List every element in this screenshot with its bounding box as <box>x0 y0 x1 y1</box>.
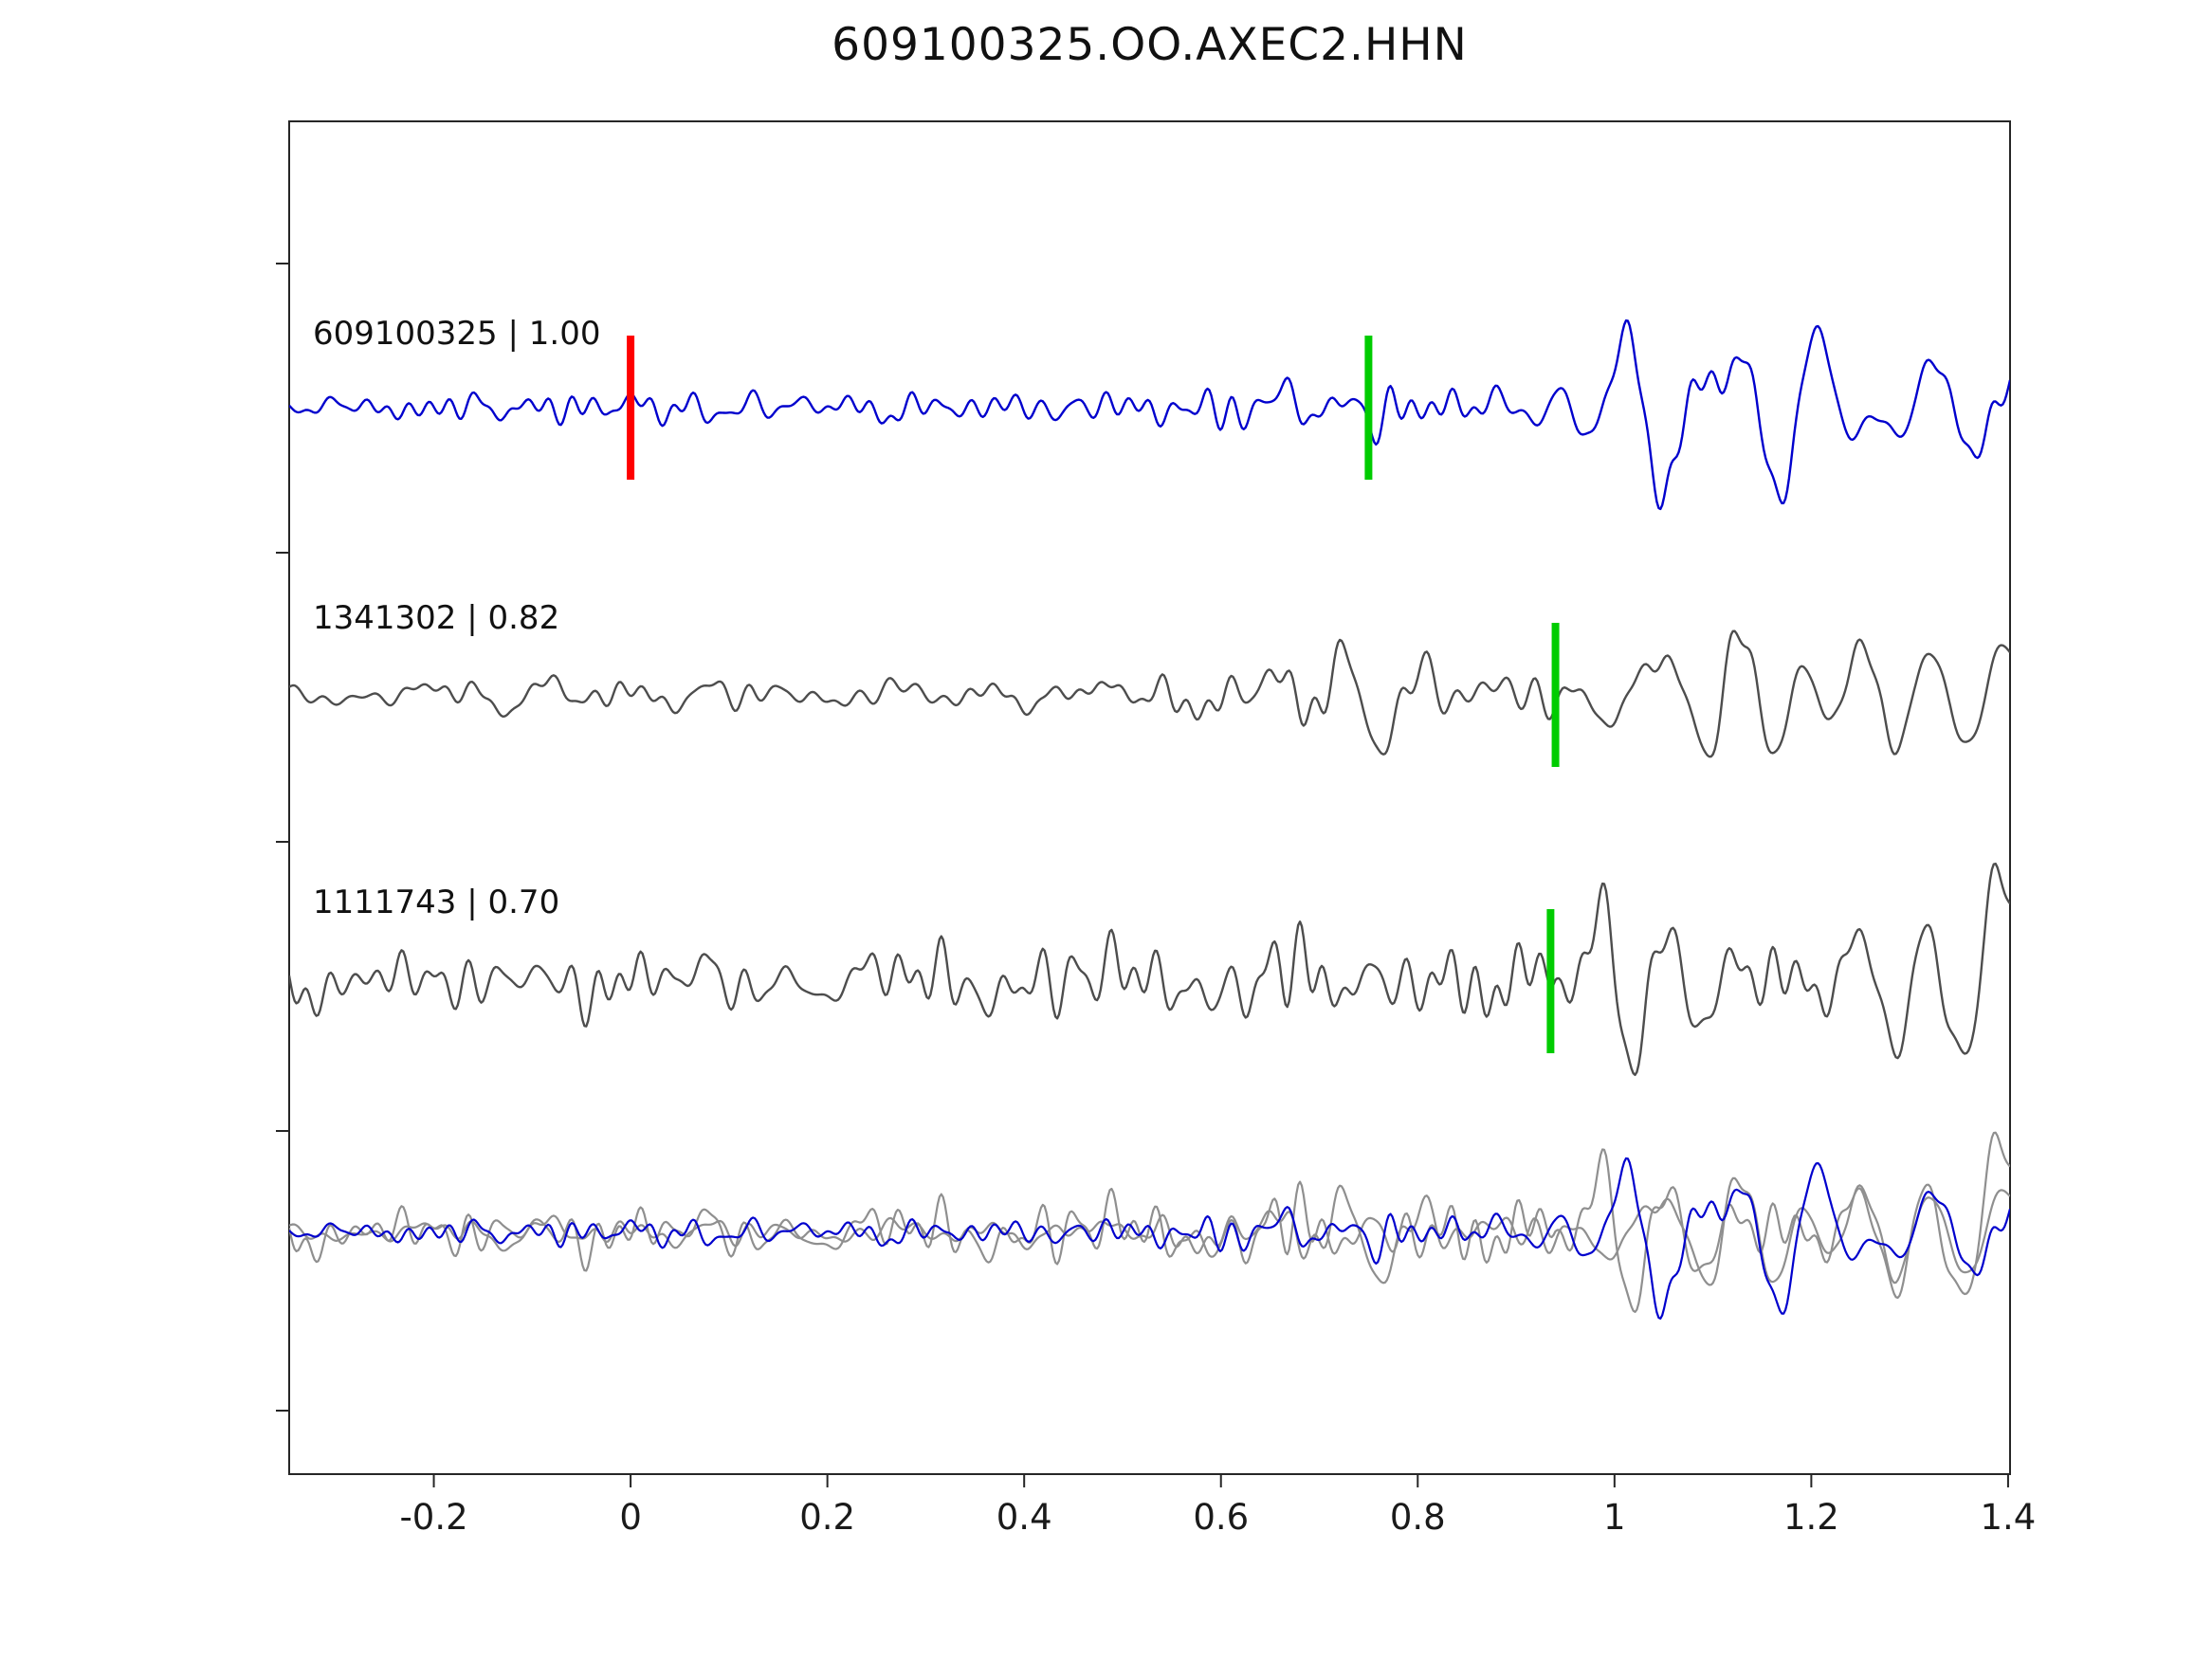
x-tick-label: 1 <box>1603 1497 1626 1538</box>
waveform-609100325 <box>289 319 2010 511</box>
trace-label-candidate-1: 1341302 | 0.82 <box>313 599 560 637</box>
chart-title: 609100325.OO.AXEC2.HHN <box>832 19 1468 71</box>
x-tick-label: 0.4 <box>996 1497 1052 1538</box>
x-tick-label: 0.8 <box>1390 1497 1446 1538</box>
overlay-waveform-1341302 <box>289 1176 2010 1286</box>
trace-label-reference: 609100325 | 1.00 <box>313 315 601 353</box>
waveform-1111743 <box>289 862 2010 1077</box>
x-tick-label: 1.2 <box>1783 1497 1839 1538</box>
x-tick-label: 1.4 <box>1981 1497 2037 1538</box>
plot-border <box>288 120 2011 1475</box>
x-tick-label: -0.2 <box>399 1497 467 1538</box>
x-tick-label: 0.2 <box>799 1497 855 1538</box>
overlay-waveform-609100325 <box>289 1157 2010 1321</box>
waveform-1341302 <box>289 629 2010 758</box>
x-tick-label: 0.6 <box>1193 1497 1249 1538</box>
x-tick-label: 0 <box>619 1497 642 1538</box>
trace-label-candidate-2: 1111743 | 0.70 <box>313 884 560 921</box>
